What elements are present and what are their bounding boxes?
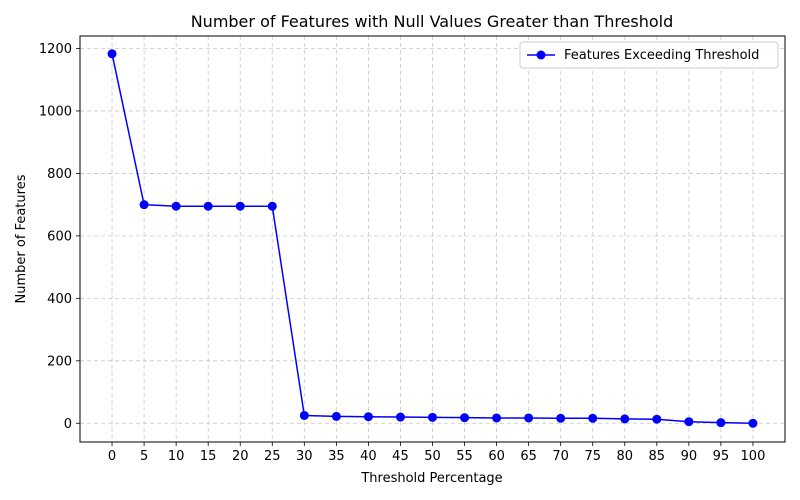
x-tick-label: 20	[232, 449, 249, 464]
x-tick-label: 45	[392, 449, 409, 464]
data-point	[460, 413, 470, 423]
x-tick-label: 75	[584, 449, 601, 464]
data-point	[395, 412, 405, 422]
x-axis-title: Threshold Percentage	[360, 471, 502, 486]
y-axis: 0 200 400 600 800 1000 1200	[39, 42, 80, 432]
y-tick-label: 800	[47, 167, 72, 182]
legend-label: Features Exceeding Threshold	[564, 48, 759, 63]
legend: Features Exceeding Threshold	[519, 41, 779, 69]
legend-box	[519, 41, 779, 69]
x-tick-label: 50	[424, 449, 441, 464]
x-tick-label: 55	[456, 449, 473, 464]
x-tick-label: 15	[200, 449, 217, 464]
x-tick-label: 10	[168, 449, 185, 464]
series-group	[107, 49, 758, 428]
grid	[80, 36, 785, 442]
y-tick-label: 0	[64, 417, 72, 432]
data-point	[620, 414, 630, 424]
y-tick-label: 600	[47, 229, 72, 244]
data-point	[428, 412, 437, 422]
x-tick-label: 65	[520, 449, 537, 464]
x-tick-label: 25	[264, 449, 281, 464]
chart-title: Number of Features with Null Values Grea…	[191, 12, 674, 31]
data-point	[171, 201, 181, 211]
x-tick-label: 40	[360, 449, 377, 464]
data-point	[556, 413, 566, 423]
x-tick-label: 90	[681, 449, 698, 464]
x-tick-label: 80	[616, 449, 633, 464]
x-tick-label: 5	[140, 449, 148, 464]
data-point	[684, 417, 694, 427]
data-point	[524, 413, 534, 423]
data-point	[492, 413, 502, 423]
data-point	[331, 411, 341, 421]
x-axis: 0 5 10 15 20 25 30 35 40 45 50 55 60 65 70 75 80 85 90 95 10…	[108, 442, 765, 464]
data-point	[139, 200, 149, 210]
data-point	[363, 412, 373, 422]
data-point	[235, 201, 245, 211]
data-point	[588, 413, 598, 423]
y-axis-title: Number of Features	[14, 174, 29, 303]
data-point	[203, 201, 213, 211]
x-tick-label: 100	[741, 449, 766, 464]
data-point	[652, 414, 662, 424]
data-point	[716, 418, 726, 428]
data-point	[267, 201, 277, 211]
x-tick-label: 95	[713, 449, 730, 464]
y-tick-label: 200	[47, 354, 72, 369]
y-tick-label: 400	[47, 292, 72, 307]
x-tick-label: 35	[328, 449, 345, 464]
legend-marker-swatch	[536, 50, 546, 60]
x-tick-label: 60	[488, 449, 505, 464]
y-tick-label: 1000	[39, 104, 72, 119]
data-point	[748, 418, 758, 428]
x-tick-label: 30	[296, 449, 313, 464]
x-tick-label: 85	[649, 449, 666, 464]
x-tick-label: 0	[108, 449, 116, 464]
data-point	[107, 49, 117, 59]
data-point	[299, 410, 309, 420]
y-tick-label: 1200	[39, 42, 72, 57]
x-tick-label: 70	[552, 449, 569, 464]
